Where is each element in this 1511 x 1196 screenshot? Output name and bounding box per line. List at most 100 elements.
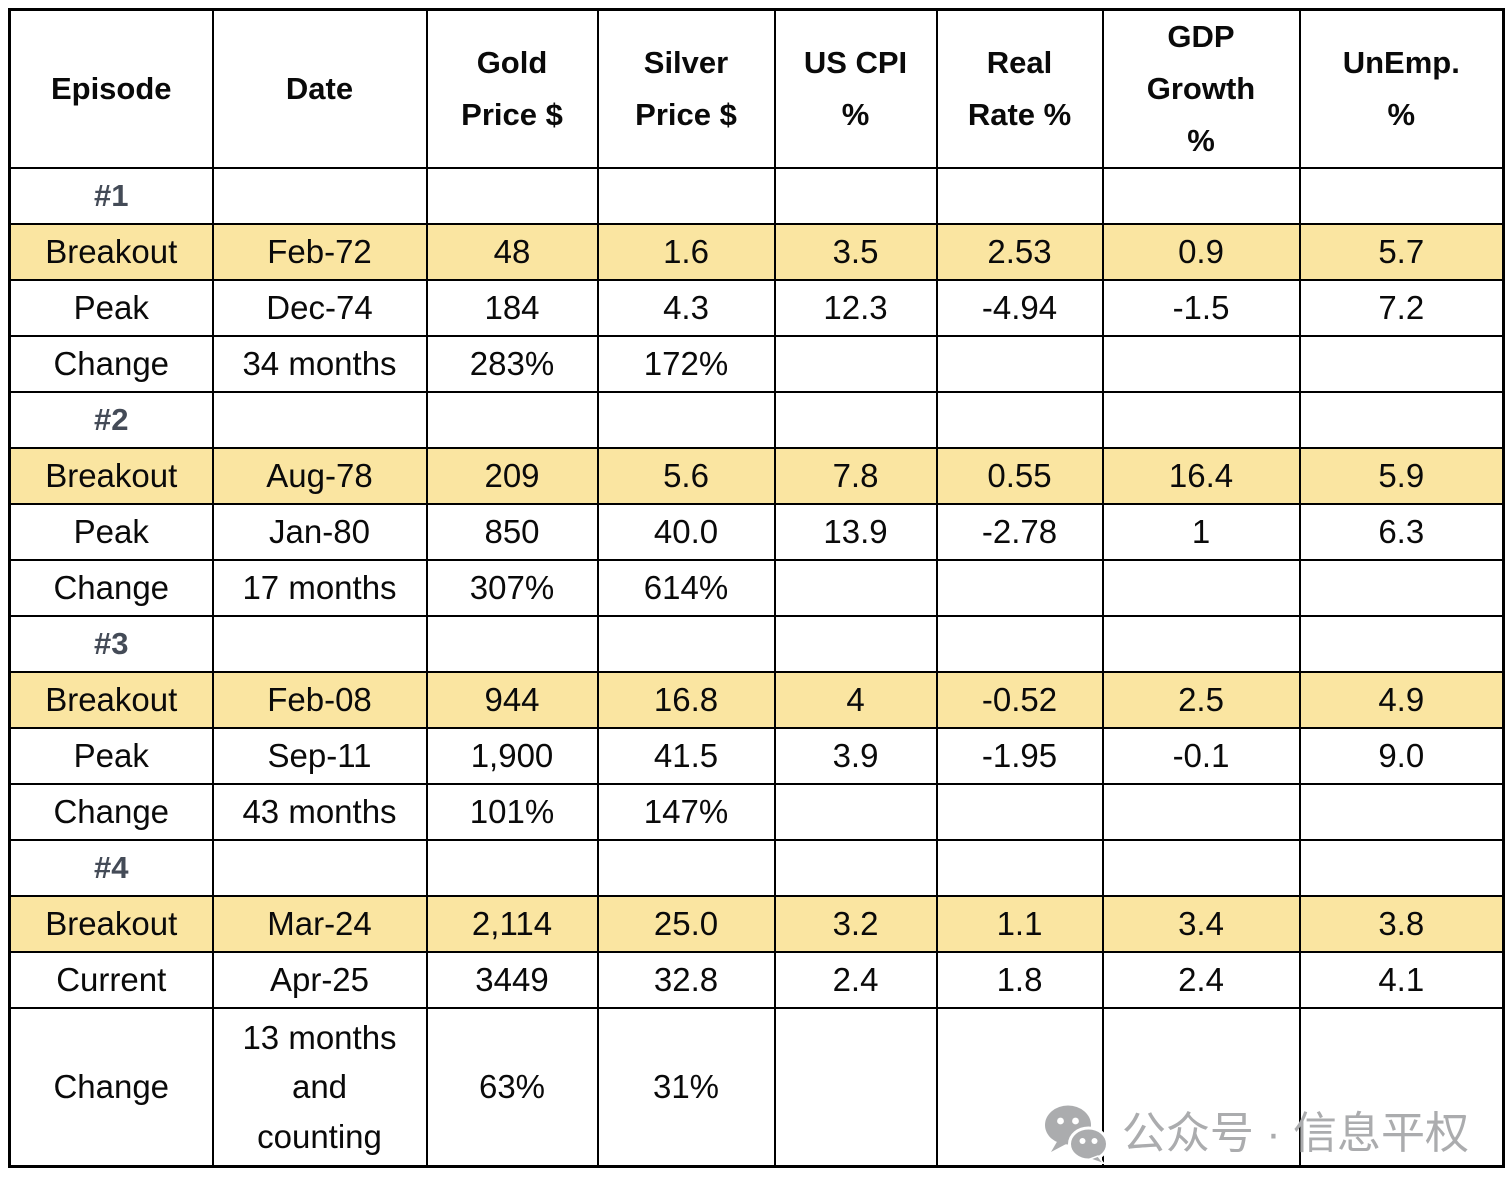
cell-unemployment: 5.7	[1298, 223, 1505, 282]
cell-silver-price	[596, 391, 776, 450]
watermark: 公众号 · 信息平权	[1044, 1104, 1469, 1164]
cell-silver-price: 172%	[596, 335, 776, 394]
cell-unemployment	[1298, 839, 1505, 898]
cell-gold-price	[425, 615, 599, 674]
cell-silver-price: 5.6	[596, 447, 776, 506]
cell-gold-price: 1,900	[425, 727, 599, 786]
table-row: Current Apr-25 3449 32.8 2.4 1.8 2.4 4.1	[8, 951, 1505, 1010]
cell-silver-price	[596, 839, 776, 898]
cell-real-rate	[935, 167, 1104, 226]
cell-us-cpi: 2.4	[773, 951, 938, 1010]
cell-gdp-growth	[1101, 167, 1301, 226]
cell-silver-price: 147%	[596, 783, 776, 842]
cell-us-cpi	[773, 167, 938, 226]
cell-gold-price: 3449	[425, 951, 599, 1010]
cell-us-cpi: 7.8	[773, 447, 938, 506]
cell-episode: Peak	[8, 503, 214, 562]
table-row-breakout: Breakout Mar-24 2,114 25.0 3.2 1.1 3.4 3.8	[8, 895, 1505, 954]
cell-gdp-growth: 16.4	[1101, 447, 1301, 506]
cell-gold-price: 184	[425, 279, 599, 338]
cell-episode: Change	[8, 783, 214, 842]
cell-episode: #3	[8, 615, 214, 674]
cell-date	[211, 391, 428, 450]
cell-unemployment	[1298, 783, 1505, 842]
table-row: Peak Sep-11 1,900 41.5 3.9 -1.95 -0.1 9.0	[8, 727, 1505, 786]
cell-gdp-growth: -0.1	[1101, 727, 1301, 786]
table-row: Peak Dec-74 184 4.3 12.3 -4.94 -1.5 7.2	[8, 279, 1505, 338]
cell-us-cpi: 13.9	[773, 503, 938, 562]
cell-episode: Current	[8, 951, 214, 1010]
cell-date: Mar-24	[211, 895, 428, 954]
cell-date: Feb-08	[211, 671, 428, 730]
cell-gdp-growth: -1.5	[1101, 279, 1301, 338]
cell-us-cpi	[773, 615, 938, 674]
cell-unemployment: 3.8	[1298, 895, 1505, 954]
header-silver-price: Silver Price $	[596, 8, 776, 170]
cell-real-rate: 1.8	[935, 951, 1104, 1010]
header-gold-price: Gold Price $	[425, 8, 599, 170]
cell-gold-price: 850	[425, 503, 599, 562]
cell-real-rate	[935, 391, 1104, 450]
cell-gdp-growth	[1101, 335, 1301, 394]
cell-silver-price: 614%	[596, 559, 776, 618]
table-row-breakout: Breakout Aug-78 209 5.6 7.8 0.55 16.4 5.9	[8, 447, 1505, 506]
header-row: Episode Date Gold Price $ Silver Price $…	[8, 8, 1505, 170]
cell-date: Dec-74	[211, 279, 428, 338]
cell-gdp-growth	[1101, 391, 1301, 450]
cell-gold-price: 283%	[425, 335, 599, 394]
header-us-cpi: US CPI %	[773, 8, 938, 170]
cell-real-rate	[935, 783, 1104, 842]
table-row: Peak Jan-80 850 40.0 13.9 -2.78 1 6.3	[8, 503, 1505, 562]
cell-real-rate: -0.52	[935, 671, 1104, 730]
cell-us-cpi	[773, 335, 938, 394]
cell-date: Feb-72	[211, 223, 428, 282]
cell-gold-price	[425, 391, 599, 450]
cell-date: Jan-80	[211, 503, 428, 562]
cell-silver-price: 25.0	[596, 895, 776, 954]
table-row: #4	[8, 839, 1505, 898]
cell-gold-price: 209	[425, 447, 599, 506]
cell-unemployment: 4.9	[1298, 671, 1505, 730]
cell-gold-price: 48	[425, 223, 599, 282]
cell-unemployment: 9.0	[1298, 727, 1505, 786]
cell-real-rate	[935, 335, 1104, 394]
cell-unemployment: 5.9	[1298, 447, 1505, 506]
cell-gold-price: 307%	[425, 559, 599, 618]
cell-unemployment	[1298, 167, 1505, 226]
cell-unemployment: 6.3	[1298, 503, 1505, 562]
cell-silver-price: 16.8	[596, 671, 776, 730]
cell-us-cpi	[773, 391, 938, 450]
cell-gdp-growth	[1101, 1007, 1301, 1168]
cell-real-rate	[935, 615, 1104, 674]
cell-episode: Change	[8, 1007, 214, 1168]
header-gdp-growth: GDP Growth %	[1101, 8, 1301, 170]
watermark-text: 公众号 · 信息平权	[1121, 1109, 1469, 1158]
cell-real-rate: 0.55	[935, 447, 1104, 506]
cell-gdp-growth: 1	[1101, 503, 1301, 562]
cell-date: 13 months and counting	[211, 1007, 428, 1168]
header-real-rate: Real Rate %	[935, 8, 1104, 170]
cell-gdp-growth: 2.5	[1101, 671, 1301, 730]
cell-us-cpi	[773, 1007, 938, 1168]
header-unemployment: UnEmp. %	[1298, 8, 1505, 170]
cell-silver-price: 32.8	[596, 951, 776, 1010]
cell-unemployment	[1298, 391, 1505, 450]
breakout-episodes-table: Episode Date Gold Price $ Silver Price $…	[8, 8, 1505, 1169]
cell-episode: Breakout	[8, 671, 214, 730]
cell-gold-price	[425, 839, 599, 898]
cell-date: Apr-25	[211, 951, 428, 1010]
cell-real-rate: 2.53	[935, 223, 1104, 282]
cell-date: 17 months	[211, 559, 428, 618]
cell-silver-price	[596, 167, 776, 226]
cell-unemployment: 4.1	[1298, 951, 1505, 1010]
cell-unemployment	[1298, 615, 1505, 674]
cell-gold-price: 63%	[425, 1007, 599, 1168]
cell-silver-price: 4.3	[596, 279, 776, 338]
cell-gold-price: 944	[425, 671, 599, 730]
table-row-breakout: Breakout Feb-08 944 16.8 4 -0.52 2.5 4.9	[8, 671, 1505, 730]
cell-silver-price: 31%	[596, 1007, 776, 1168]
cell-gdp-growth	[1101, 615, 1301, 674]
cell-episode: #2	[8, 391, 214, 450]
cell-silver-price: 41.5	[596, 727, 776, 786]
cell-episode: Change	[8, 335, 214, 394]
